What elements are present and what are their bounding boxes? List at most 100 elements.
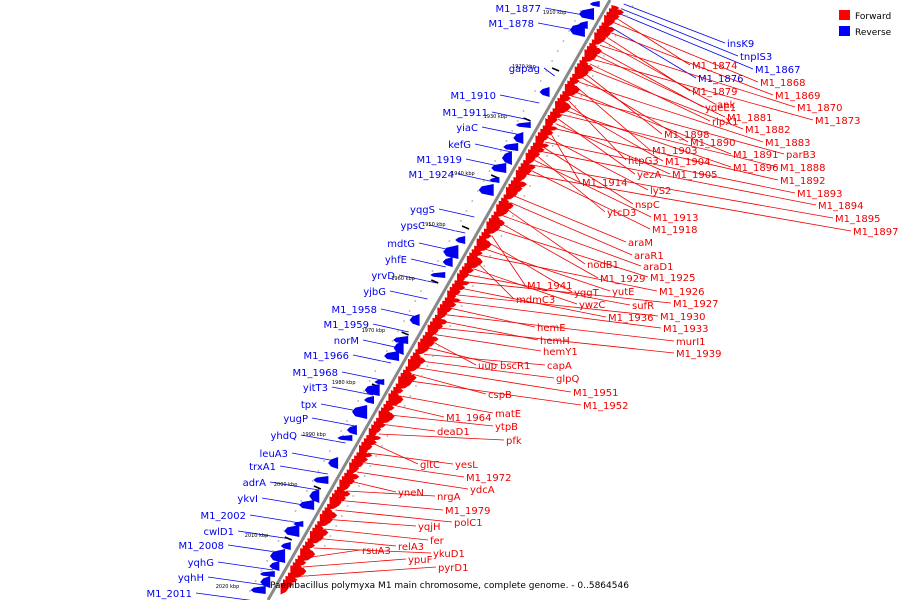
reverse-gene-block-25 — [337, 435, 353, 441]
tick-mark-10 — [284, 536, 293, 541]
position-dot-17 — [534, 90, 536, 92]
leader-line-parb3 — [571, 95, 785, 155]
gene-label-m1-1972: M1_1972 — [466, 473, 511, 484]
leader-line-m1-1892 — [552, 127, 779, 181]
gene-label-glpq: glpQ — [556, 374, 579, 385]
gene-label-m1-1964: M1_1964 — [446, 413, 491, 424]
gene-label-arar1: araR1 — [634, 251, 664, 262]
position-dot-33 — [488, 170, 491, 172]
tick-mark-2 — [523, 117, 531, 122]
reverse-gene-block-14 — [442, 257, 453, 267]
leader-line-trxa1 — [279, 465, 328, 475]
gene-label-yhfe: yhfE — [385, 255, 407, 266]
gene-label-m1-1874: M1_1874 — [692, 61, 737, 72]
position-dot-22 — [568, 115, 571, 117]
reverse-gene-block-13 — [443, 245, 459, 259]
leader-line-m1-1941 — [491, 235, 526, 286]
tick-label-1970-kbp: 1970 kbp — [362, 328, 386, 334]
leader-line-ank — [602, 40, 716, 105]
reverse-gene-block-32 — [280, 542, 291, 550]
position-dot-109 — [271, 550, 274, 552]
reverse-gene-block-3 — [569, 23, 585, 37]
leader-line-m1-1896 — [563, 109, 732, 168]
position-dot-50 — [489, 255, 491, 257]
reverse-gene-block-5 — [515, 122, 531, 128]
leader-line-yqhg — [217, 561, 274, 571]
position-dot-63 — [402, 320, 405, 322]
leader-line-yrvd — [398, 274, 437, 284]
gene-label-hemh: hemH — [540, 336, 570, 347]
leader-line-nrga — [346, 490, 436, 497]
gene-label-m1-1936: M1_1936 — [608, 313, 653, 324]
leader-line-m1-1894 — [539, 150, 817, 206]
gene-label-yqhh: yqhH — [178, 573, 204, 584]
position-dot-36 — [529, 185, 531, 187]
gene-label-m1-1891: M1_1891 — [733, 150, 778, 161]
leader-line-m1-1888 — [560, 114, 779, 168]
gene-label-m1-1882: M1_1882 — [745, 125, 790, 136]
position-dot-41 — [465, 210, 468, 212]
gene-label-m1-1868: M1_1868 — [760, 78, 805, 89]
position-dot-52 — [483, 265, 486, 267]
tick-label-2020-kbp: 2020 kbp — [216, 584, 240, 590]
position-dot-3 — [573, 20, 576, 22]
gene-label-yrvd: yrvD — [371, 271, 395, 282]
gene-label-ank: ank — [717, 100, 735, 111]
leader-line-m1-1867 — [618, 12, 754, 70]
forward-gene-arrow-116 — [327, 503, 338, 510]
tick-label-1980-kbp: 1980 kbp — [332, 380, 356, 386]
position-dot-99 — [300, 500, 303, 502]
gene-label-nodb1: nodB1 — [587, 260, 619, 271]
forward-gene-arrow-124 — [307, 538, 320, 545]
leader-line-m1-1898 — [584, 72, 663, 135]
leader-line-yhfe — [410, 258, 446, 268]
position-dot-82 — [397, 415, 400, 417]
leader-line-m1-1897 — [526, 173, 852, 232]
leader-line-arar1 — [510, 202, 633, 256]
reverse-gene-block-4 — [539, 87, 550, 97]
leader-line-m1-1873 — [592, 58, 814, 121]
leader-line-hemy1 — [435, 334, 542, 352]
leader-line-pyrd1 — [297, 566, 437, 577]
tick-label-1920-kbp: 1920 kbp — [512, 64, 536, 70]
leader-line-yesl — [367, 452, 454, 465]
leader-line-m1-1890 — [581, 77, 689, 143]
reverse-gene-block-10 — [489, 177, 500, 183]
gene-label-m1-1919: M1_1919 — [417, 155, 462, 166]
position-dot-43 — [459, 220, 462, 222]
leader-line-uup — [431, 340, 477, 366]
position-dot-0 — [631, 5, 634, 7]
gene-label-m1-1877: M1_1877 — [496, 4, 541, 15]
leader-line-ypsc — [428, 224, 466, 234]
position-dot-74 — [420, 375, 423, 377]
leader-line-m1-1924 — [457, 173, 495, 183]
position-dot-85 — [340, 430, 343, 432]
position-dot-14 — [591, 75, 594, 77]
position-dot-106 — [329, 535, 332, 537]
position-dot-57 — [420, 290, 422, 292]
position-dot-58 — [466, 295, 469, 297]
gene-label-mdmc3: mdmC3 — [516, 295, 555, 306]
leader-line-ytcd3 — [536, 155, 606, 213]
position-dot-103 — [288, 520, 291, 522]
position-dot-56 — [472, 285, 474, 287]
gene-label-insk9: insK9 — [727, 39, 754, 50]
leader-line-adra — [269, 481, 319, 491]
gene-label-m1-1894: M1_1894 — [818, 201, 863, 212]
gene-label-mdtg: mdtG — [387, 239, 415, 250]
leader-line-m1-1927 — [465, 281, 672, 304]
leader-line-m1-2011 — [195, 592, 251, 600]
leader-line-yjbg — [389, 290, 428, 300]
forward-gene-arrow-16 — [572, 73, 585, 80]
reverse-gene-block-1 — [579, 8, 595, 20]
gene-label-cwld1: cwlD1 — [203, 527, 234, 538]
gene-label-m1-1979: M1_1979 — [445, 506, 490, 517]
gene-label-htpg3: htpG3 — [628, 156, 659, 167]
gene-label-m1-1903: M1_1903 — [652, 146, 697, 157]
position-dot-116 — [301, 585, 303, 587]
tick-label-1990-kbp: 1990 kbp — [302, 432, 326, 438]
reverse-gene-block-30 — [293, 521, 304, 527]
gene-label-yqgt: yqgT — [574, 288, 600, 299]
tick-mark-6 — [401, 331, 409, 336]
gene-label-m1-1870: M1_1870 — [797, 103, 842, 114]
